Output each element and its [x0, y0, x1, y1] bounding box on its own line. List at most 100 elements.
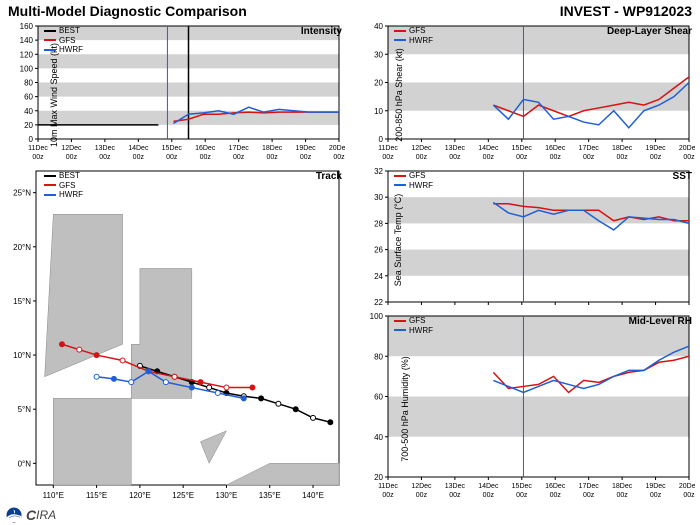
svg-text:40: 40 [24, 107, 33, 116]
svg-text:00z: 00z [166, 154, 178, 161]
svg-text:11Dec: 11Dec [378, 483, 398, 490]
svg-text:17Dec: 17Dec [229, 145, 250, 152]
svg-text:120°E: 120°E [129, 491, 151, 500]
svg-text:17Dec: 17Dec [579, 483, 600, 490]
svg-text:16Dec: 16Dec [545, 145, 566, 152]
svg-text:20: 20 [374, 79, 383, 88]
svg-text:140°E: 140°E [302, 491, 324, 500]
legend: GFSHWRF [394, 26, 433, 45]
svg-text:0°N: 0°N [18, 459, 32, 468]
svg-text:100: 100 [20, 64, 34, 73]
panel-subtitle: Mid-Level RH [629, 316, 692, 327]
svg-text:160: 160 [20, 22, 34, 31]
svg-text:00z: 00z [650, 492, 662, 499]
svg-text:32: 32 [374, 167, 383, 176]
svg-text:16Dec: 16Dec [545, 483, 566, 490]
svg-text:00z: 00z [449, 492, 461, 499]
panel-subtitle: Track [316, 171, 342, 182]
panel-subtitle: SST [673, 171, 692, 182]
svg-text:10: 10 [374, 107, 383, 116]
svg-text:00z: 00z [516, 492, 528, 499]
svg-text:00z: 00z [200, 154, 212, 161]
svg-text:20: 20 [24, 121, 33, 130]
svg-text:20: 20 [374, 473, 383, 482]
storm-id: INVEST - WP912023 [560, 3, 692, 19]
track-panel: 0°N 5°N 10°N 15°N 20°N 25°N 110°E 115°E 120°E 125… [0, 167, 350, 505]
svg-text:12Dec: 12Dec [411, 145, 432, 152]
svg-text:20Dec: 20Dec [679, 483, 695, 490]
svg-text:120: 120 [20, 50, 34, 59]
svg-text:14Dec: 14Dec [128, 145, 149, 152]
svg-text:80: 80 [24, 79, 33, 88]
svg-text:13Dec: 13Dec [95, 145, 116, 152]
svg-text:00z: 00z [550, 492, 562, 499]
svg-text:18Dec: 18Dec [262, 145, 283, 152]
svg-text:130°E: 130°E [216, 491, 238, 500]
svg-text:00z: 00z [416, 154, 428, 161]
svg-text:00z: 00z [483, 492, 495, 499]
svg-text:20°N: 20°N [13, 243, 31, 252]
svg-text:40: 40 [374, 433, 383, 442]
svg-text:11Dec: 11Dec [378, 145, 398, 152]
svg-text:22: 22 [374, 298, 383, 307]
svg-text:00z: 00z [449, 154, 461, 161]
svg-text:0: 0 [379, 135, 384, 144]
svg-text:10°N: 10°N [13, 351, 31, 360]
shear-panel: 01020304011Dec00z12Dec00z13Dec00z14Dec00… [350, 22, 700, 167]
y-axis-label: 700-500 hPa Humidity (%) [400, 356, 410, 462]
svg-text:20Dec: 20Dec [329, 145, 345, 152]
svg-text:18Dec: 18Dec [612, 145, 633, 152]
noaa-logo-icon [6, 507, 22, 523]
svg-text:24: 24 [374, 272, 383, 281]
header: Multi-Model Diagnostic Comparison INVEST… [0, 0, 700, 22]
svg-text:00z: 00z [382, 154, 394, 161]
svg-text:28: 28 [374, 219, 383, 228]
svg-text:40: 40 [374, 22, 383, 31]
legend: GFSHWRF [394, 171, 433, 190]
intensity-panel: 02040608010012014016011Dec00z12Dec00z13D… [0, 22, 350, 167]
svg-text:00z: 00z [300, 154, 312, 161]
svg-text:19Dec: 19Dec [295, 145, 316, 152]
svg-text:11Dec: 11Dec [28, 145, 48, 152]
svg-text:16Dec: 16Dec [195, 145, 216, 152]
svg-text:12Dec: 12Dec [411, 483, 432, 490]
svg-text:00z: 00z [583, 154, 595, 161]
svg-text:25°N: 25°N [13, 189, 31, 198]
svg-text:00z: 00z [233, 154, 245, 161]
rh-panel: 2040608010011Dec00z12Dec00z13Dec00z14Dec… [350, 312, 700, 505]
svg-text:140: 140 [20, 36, 34, 45]
svg-text:17Dec: 17Dec [579, 145, 600, 152]
svg-text:110°E: 110°E [43, 491, 64, 500]
panel-subtitle: Intensity [301, 26, 342, 37]
svg-text:00z: 00z [333, 154, 345, 161]
footer: CIRA [6, 507, 56, 523]
panel-grid: 02040608010012014016011Dec00z12Dec00z13D… [0, 22, 700, 505]
svg-text:18Dec: 18Dec [612, 483, 633, 490]
svg-text:15Dec: 15Dec [512, 483, 533, 490]
svg-text:135°E: 135°E [259, 491, 281, 500]
svg-text:00z: 00z [66, 154, 78, 161]
svg-text:115°E: 115°E [86, 491, 107, 500]
svg-text:00z: 00z [483, 154, 495, 161]
svg-text:13Dec: 13Dec [445, 483, 466, 490]
svg-text:13Dec: 13Dec [445, 145, 466, 152]
svg-text:12Dec: 12Dec [61, 145, 82, 152]
svg-text:15Dec: 15Dec [162, 145, 183, 152]
svg-text:00z: 00z [616, 492, 628, 499]
svg-text:14Dec: 14Dec [478, 483, 499, 490]
svg-text:125°E: 125°E [172, 491, 194, 500]
svg-text:5°N: 5°N [18, 405, 32, 414]
svg-text:00z: 00z [99, 154, 111, 161]
svg-text:00z: 00z [683, 492, 695, 499]
sst-panel: 222426283032SSTSea Surface Temp (°C)GFSH… [350, 167, 700, 312]
svg-text:14Dec: 14Dec [478, 145, 499, 152]
legend: BESTGFSHWRF [44, 26, 83, 55]
svg-text:00z: 00z [382, 492, 394, 499]
svg-text:15°N: 15°N [13, 297, 31, 306]
svg-text:15Dec: 15Dec [512, 145, 533, 152]
panel-subtitle: Deep-Layer Shear [607, 26, 692, 37]
main-title: Multi-Model Diagnostic Comparison [8, 3, 247, 19]
y-axis-label: 10m Max Wind Speed (kt) [49, 42, 59, 146]
svg-text:00z: 00z [266, 154, 278, 161]
svg-text:00z: 00z [583, 492, 595, 499]
